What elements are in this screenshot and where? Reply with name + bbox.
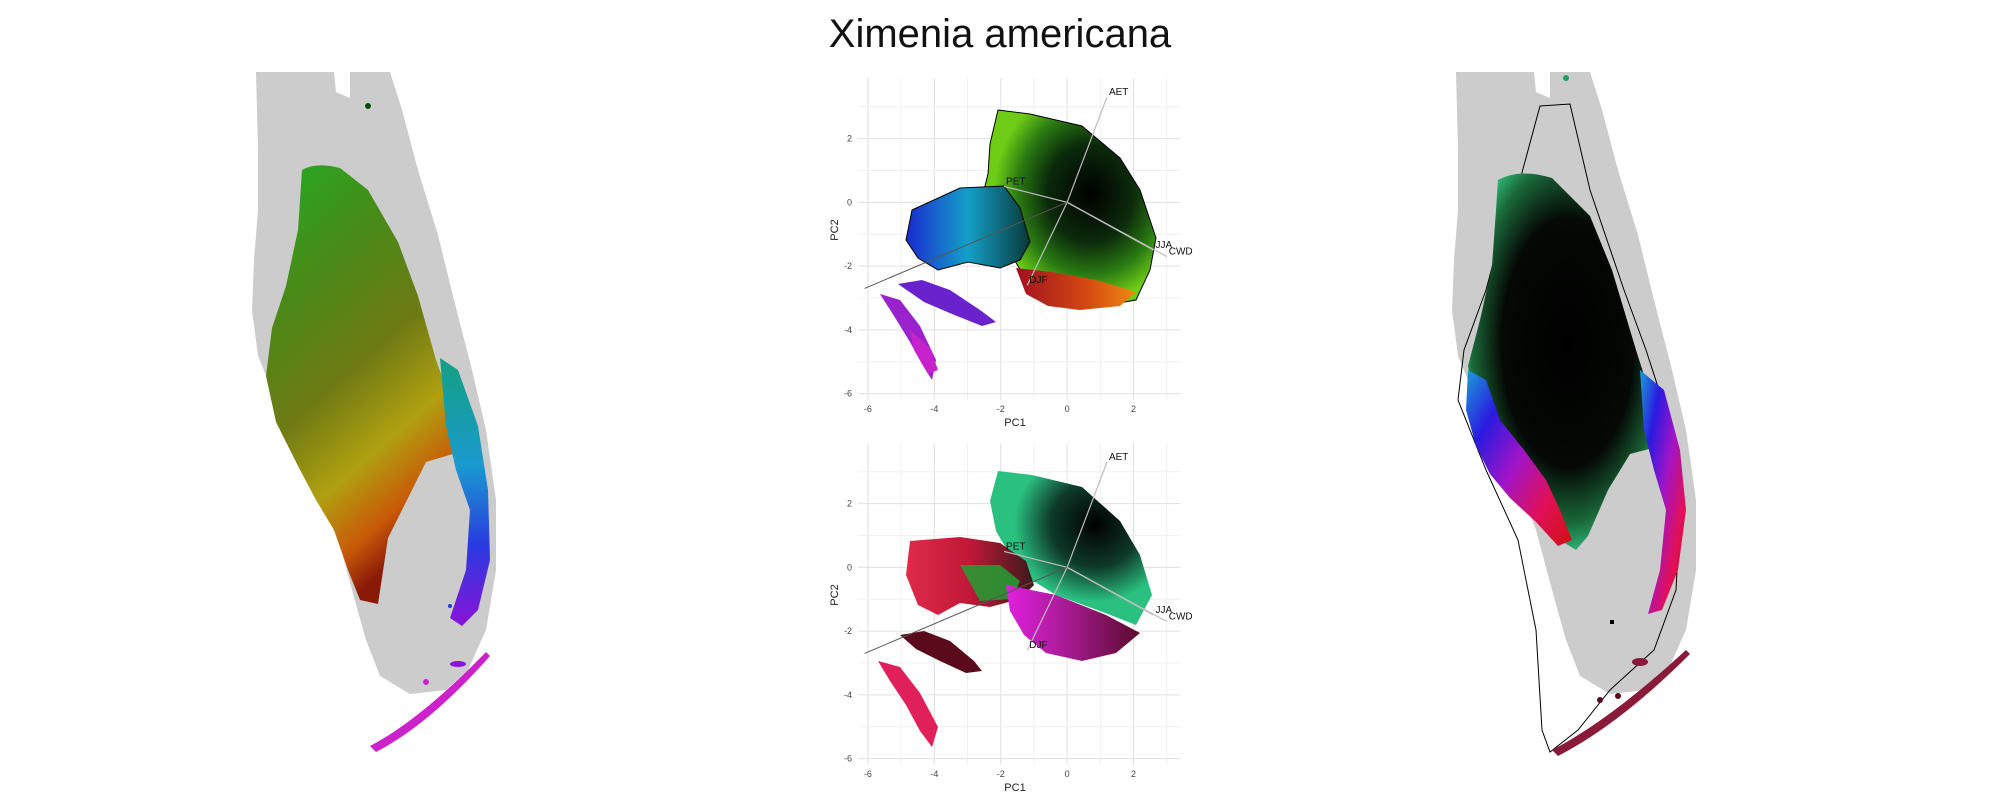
x-tick-label: -2	[997, 769, 1005, 779]
pca-point-cloud	[878, 471, 1152, 747]
range-outline	[1457, 103, 1681, 753]
map-left	[252, 72, 496, 752]
loading-vector-aet	[1066, 461, 1108, 568]
x-tick-label: -2	[997, 404, 1005, 414]
y-axis-label: PC2	[829, 584, 841, 605]
loading-vector-djf	[1026, 567, 1068, 651]
x-tick-label: -6	[864, 404, 872, 414]
x-tick-label: -4	[930, 404, 938, 414]
figure-title: Ximenia americana	[828, 12, 1172, 56]
loading-label-jja: JJA	[1155, 240, 1172, 251]
map-right	[1452, 72, 1696, 756]
loading-label-jja: JJA	[1155, 605, 1172, 616]
y-tick-label: -4	[844, 690, 852, 700]
y-axis-label: PC2	[829, 219, 841, 240]
x-axis-label: PC1	[1004, 782, 1025, 794]
loading-vector-extended	[864, 566, 1068, 654]
loading-label-aet: AET	[1109, 87, 1128, 98]
axis-ticks: -6 -4 -2 0 2 -6 -4 -2 0 2	[844, 134, 1136, 414]
habitat-suitability-north	[1468, 173, 1668, 551]
keys-magenta	[370, 652, 490, 752]
y-tick-label: -4	[844, 325, 852, 335]
y-tick-label: -2	[844, 626, 852, 636]
x-tick-label: 0	[1065, 404, 1070, 414]
y-tick-label: -6	[844, 389, 852, 399]
loading-vector-cwd	[1066, 201, 1168, 258]
loading-vector-cwd	[1066, 566, 1168, 623]
keys	[1552, 650, 1690, 756]
y-tick-label: 2	[847, 134, 852, 144]
x-tick-label: 2	[1131, 769, 1136, 779]
habitat-suitability-east	[440, 358, 490, 626]
loading-vector-djf	[1026, 202, 1068, 286]
loading-vector-aet	[1066, 96, 1108, 203]
loading-label-pet: PET	[1006, 541, 1025, 552]
loading-label-cwd: CWD	[1169, 247, 1193, 258]
loading-label-djf: DJF	[1029, 275, 1047, 286]
y-tick-label: 2	[847, 499, 852, 509]
y-tick-label: -6	[844, 754, 852, 764]
y-tick-label: 0	[847, 562, 852, 572]
loading-label-aet: AET	[1109, 452, 1128, 463]
y-tick-label: 0	[847, 197, 852, 207]
loading-vector-extended	[864, 201, 1068, 289]
x-axis-label: PC1	[1004, 417, 1025, 429]
pca-point-cloud	[880, 109, 1157, 380]
loading-vector-pet	[1003, 550, 1068, 568]
loading-label-cwd: CWD	[1169, 612, 1193, 623]
x-tick-label: -6	[864, 769, 872, 779]
x-tick-label: -4	[930, 769, 938, 779]
y-tick-label: -2	[844, 261, 852, 271]
habitat-suitability-south	[1466, 370, 1572, 546]
habitat-suitability-west	[266, 165, 466, 604]
loading-label-pet: PET	[1006, 176, 1025, 187]
loading-vector-pet	[1003, 185, 1068, 203]
x-tick-label: 2	[1131, 404, 1136, 414]
axis-ticks: -6 -4 -2 0 2 -6 -4 -2 0 2	[844, 499, 1136, 779]
loading-label-djf: DJF	[1029, 640, 1047, 651]
habitat-suitability-east	[1640, 370, 1686, 614]
x-tick-label: 0	[1065, 769, 1070, 779]
